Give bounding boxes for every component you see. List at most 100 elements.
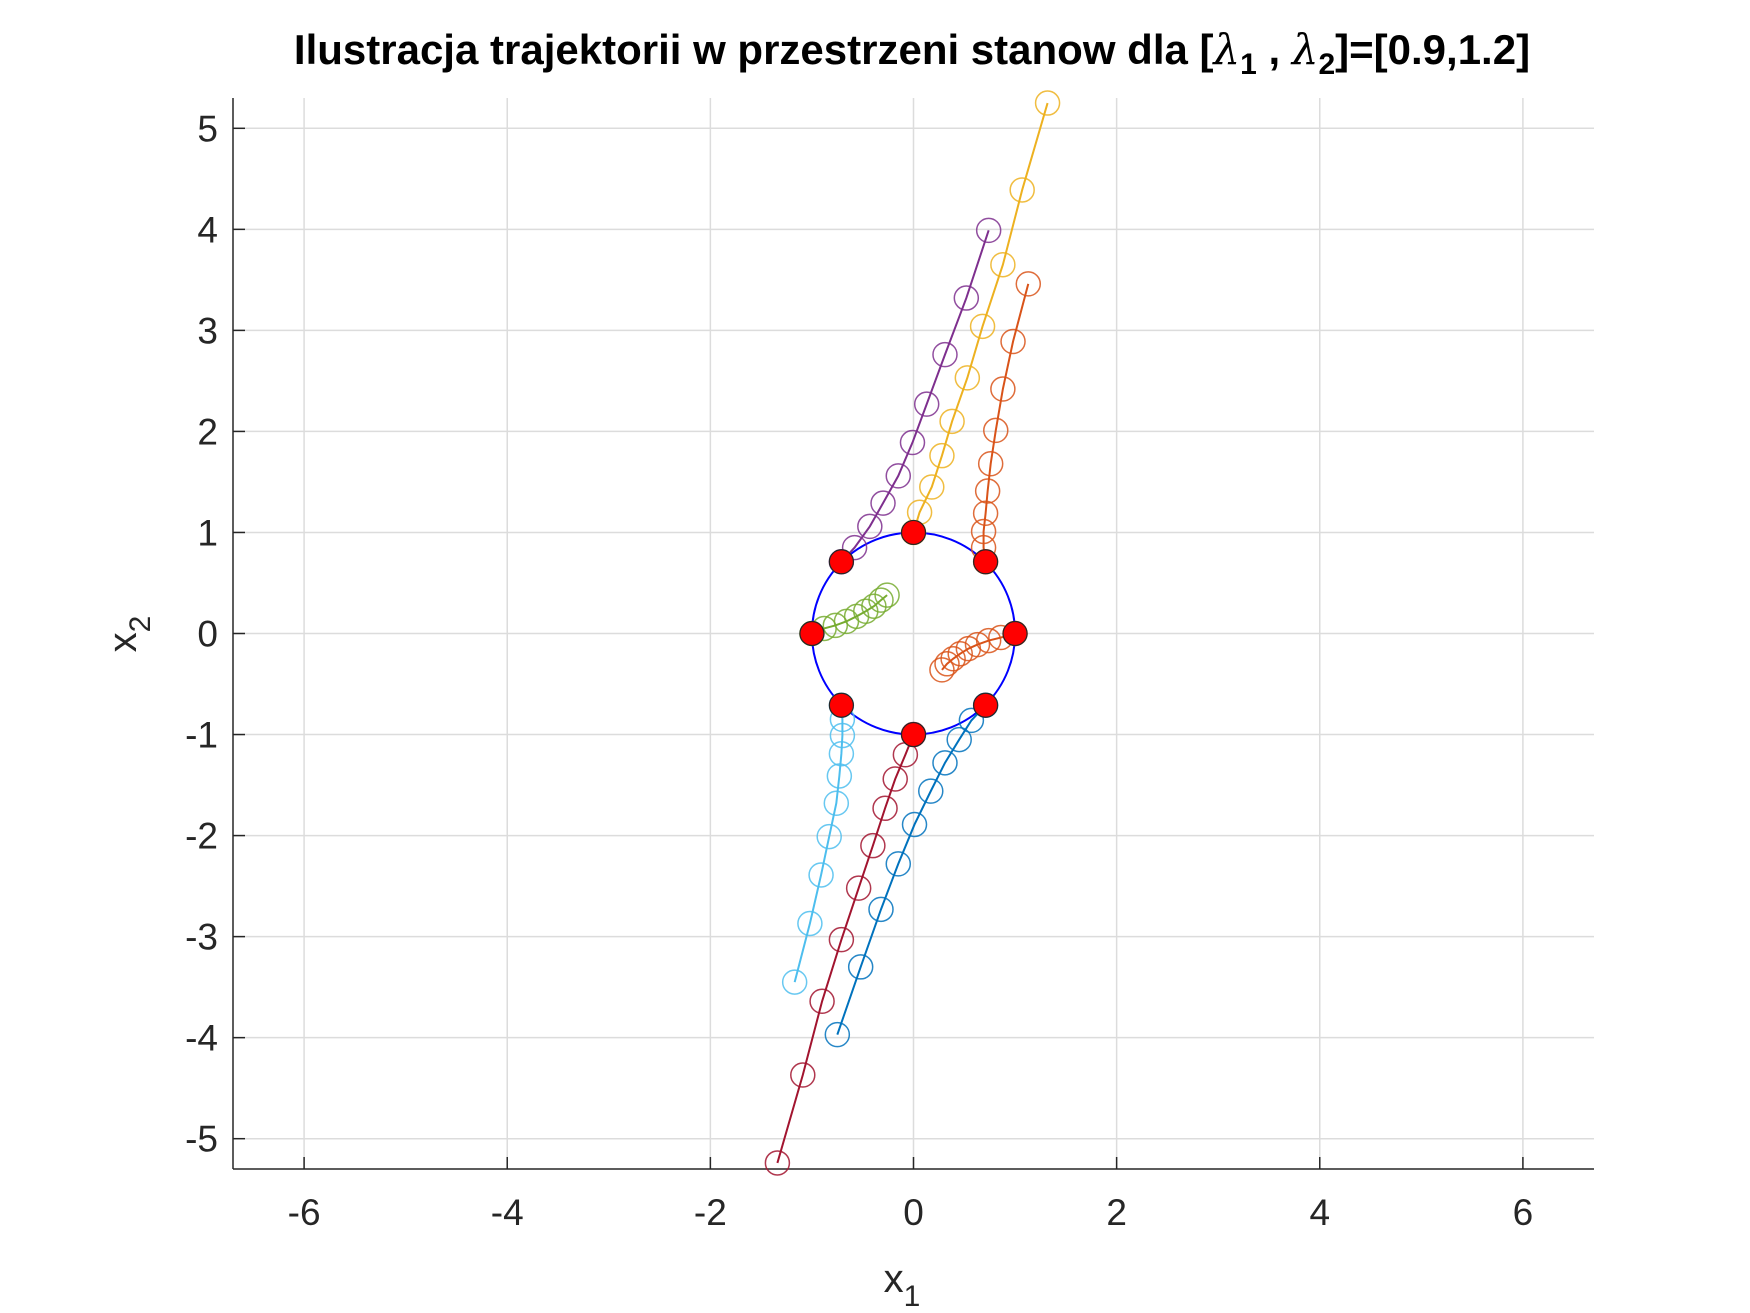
trajectory-line: [982, 283, 1030, 562]
trajectory-point: [946, 726, 972, 753]
trajectory-point: [932, 750, 958, 776]
x-tick-label: 0: [903, 1192, 924, 1233]
trajectory-line: [941, 632, 1016, 671]
x-axis-label: x1: [884, 1257, 921, 1313]
trajectory-point: [972, 500, 999, 527]
title-separator: ,: [1257, 26, 1292, 73]
start-point: [900, 721, 927, 748]
trajectory-line: [776, 734, 915, 1164]
trajectory-point: [934, 651, 960, 677]
trajectory-point: [990, 376, 1016, 402]
x-ticks: -6 -4 -2 0 2 4 6: [288, 1157, 1534, 1233]
x-axis-label-sub: 1: [904, 1280, 921, 1313]
plot-area: [764, 90, 1061, 1176]
trajectory-point: [990, 251, 1016, 278]
trajectory-point: [860, 832, 886, 859]
trajectory-point: [882, 766, 908, 792]
trajectory-point: [816, 823, 842, 850]
y-tick-label: 4: [197, 209, 218, 250]
title-prefix: Ilustracja trajektorii w przestrzeni sta…: [294, 26, 1214, 73]
y-tick-label: -4: [185, 1018, 218, 1059]
trajectory-point: [885, 463, 912, 489]
trajectory-point: [822, 612, 849, 639]
trajectory-point: [1015, 271, 1042, 297]
trajectory-point: [781, 969, 808, 995]
trajectory-point: [845, 875, 872, 901]
trajectory-point: [828, 740, 855, 767]
x-axis-label-base: x: [884, 1257, 904, 1301]
trajectory-point: [829, 722, 856, 749]
trajectory-point: [1000, 328, 1026, 355]
trajectory-point: [874, 582, 900, 608]
trajectory-point: [868, 896, 894, 923]
trajectory-line: [912, 102, 1049, 533]
trajectory-point: [974, 478, 1001, 504]
trajectory-point: [861, 593, 887, 619]
x-tick-label: 2: [1106, 1192, 1127, 1233]
trajectory-point: [809, 988, 835, 1015]
start-point: [1002, 620, 1028, 647]
trajectory-point: [975, 217, 1002, 244]
y-tick-label: 2: [197, 411, 218, 452]
start-point: [900, 519, 927, 546]
trajectory-point: [955, 635, 982, 662]
trajectory-point: [824, 1021, 851, 1048]
trajectory-point: [872, 795, 898, 822]
trajectory-point: [847, 954, 874, 980]
trajectory-point: [901, 811, 928, 838]
title-sub1: 1: [1240, 48, 1257, 81]
trajectory-point: [913, 391, 940, 417]
x-tick-label: 6: [1513, 1192, 1534, 1233]
y-tick-label: -1: [185, 715, 218, 756]
trajectory-point: [918, 778, 944, 804]
x-tick-label: -4: [491, 1192, 524, 1233]
y-tick-label: -3: [185, 917, 218, 958]
trajectory-point: [954, 365, 981, 391]
trajectory-point: [885, 851, 912, 877]
trajectory-point: [977, 451, 1004, 477]
y-tick-label: -2: [185, 816, 218, 857]
y-tick-label: 0: [197, 614, 218, 655]
trajectory-point: [940, 646, 966, 672]
trajectory-point: [947, 640, 973, 667]
x-tick-label: -2: [694, 1192, 727, 1233]
trajectory-point: [919, 474, 945, 500]
start-point: [828, 549, 854, 575]
y-axis-label-base: x: [101, 632, 145, 652]
trajectory-point: [969, 313, 996, 340]
y-tick-label: 3: [197, 310, 218, 351]
y-axis-label-sub: 2: [124, 616, 157, 633]
title-sub2: 2: [1318, 48, 1335, 81]
trajectory-point: [1009, 177, 1035, 203]
title-suffix: ]=[0.9,1.2]: [1335, 26, 1530, 73]
trajectory-point: [1034, 90, 1061, 116]
title-lambda2: λ: [1290, 25, 1319, 74]
trajectory-point: [823, 790, 850, 816]
trajectory-point: [870, 490, 896, 516]
chart-title: Ilustracja trajektorii w przestrzeni sta…: [294, 25, 1530, 81]
trajectory-8: [970, 271, 1042, 575]
trajectory-point: [958, 707, 985, 734]
trajectory-point: [899, 429, 926, 456]
trajectory-point: [797, 910, 823, 937]
y-tick-label: 1: [197, 512, 218, 553]
trajectory-point: [841, 534, 868, 561]
trajectory-point: [970, 518, 997, 545]
y-tick-label: 5: [197, 108, 218, 149]
trajectory-point: [932, 341, 958, 368]
trajectory-point: [939, 408, 965, 435]
y-ticks: -5 -4 -3 -2 -1 0 1 2 3 4 5: [185, 108, 245, 1160]
trajectory-point: [868, 587, 894, 613]
x-tick-label: -6: [288, 1192, 321, 1233]
start-point: [799, 620, 825, 647]
trajectory-point: [929, 657, 955, 683]
y-axis-label: x2: [101, 616, 157, 653]
trajectory-6: [781, 692, 856, 995]
trajectory-point: [790, 1062, 816, 1088]
y-tick-label: -5: [185, 1119, 218, 1160]
trajectory-line: [840, 230, 990, 563]
grid: [233, 98, 1594, 1169]
start-point: [973, 692, 999, 718]
trajectory-point: [808, 862, 834, 888]
